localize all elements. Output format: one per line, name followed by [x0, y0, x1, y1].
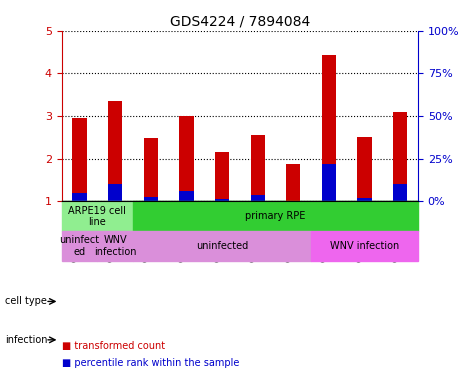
Title: GDS4224 / 7894084: GDS4224 / 7894084 [170, 14, 310, 28]
Bar [322, 164, 336, 201]
Bar [251, 195, 265, 201]
Text: cell type: cell type [5, 296, 47, 306]
Bar [251, 135, 265, 201]
Bar [62, 231, 97, 261]
Bar [62, 201, 133, 231]
Bar [108, 101, 123, 201]
Text: infection: infection [5, 335, 47, 345]
Bar [72, 118, 86, 201]
Text: WNV
infection: WNV infection [94, 235, 136, 257]
Bar [393, 184, 407, 201]
Bar [286, 164, 300, 201]
Bar [143, 138, 158, 201]
Bar [143, 197, 158, 201]
Bar [215, 152, 229, 201]
Bar [286, 200, 300, 201]
Bar [311, 231, 418, 261]
Text: uninfected: uninfected [196, 241, 248, 251]
Bar [97, 231, 133, 261]
Text: uninfect
ed: uninfect ed [59, 235, 100, 257]
Text: ■ percentile rank within the sample: ■ percentile rank within the sample [62, 358, 239, 368]
Bar [215, 199, 229, 201]
Bar [357, 137, 371, 201]
Bar [322, 55, 336, 201]
Bar [108, 184, 123, 201]
Text: WNV infection: WNV infection [330, 241, 399, 251]
Text: primary RPE: primary RPE [245, 211, 306, 221]
Bar [357, 198, 371, 201]
Text: ■ transformed count: ■ transformed count [62, 341, 165, 351]
Bar [180, 116, 194, 201]
Text: ARPE19 cell
line: ARPE19 cell line [68, 205, 126, 227]
Bar [72, 193, 86, 201]
Bar [180, 191, 194, 201]
Bar [133, 201, 418, 231]
Bar [393, 112, 407, 201]
Bar [133, 231, 311, 261]
